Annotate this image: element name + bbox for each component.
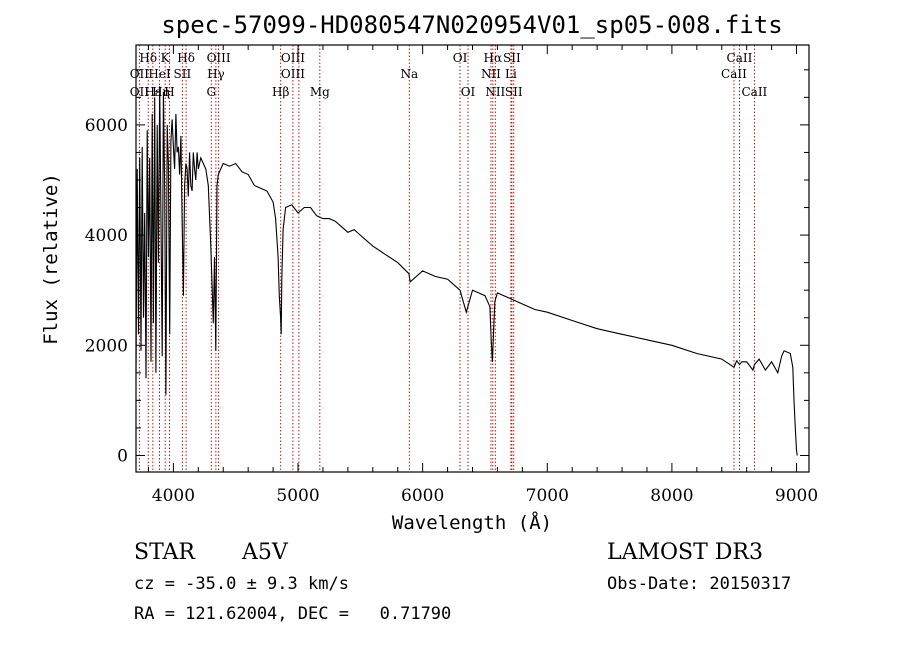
marker-label: CaII — [741, 85, 767, 99]
redshift-velocity: cz = -35.0 ± 9.3 km/s — [134, 574, 349, 594]
spectral-subclass: A5V — [242, 540, 288, 565]
marker-label: Hη — [152, 85, 170, 99]
marker-label: Hγ — [207, 67, 225, 81]
survey-name: LAMOST DR3 — [607, 540, 763, 565]
object-type: STAR — [134, 540, 195, 565]
y-tick-label: 2000 — [85, 336, 128, 356]
y-tick-label: 4000 — [85, 226, 128, 246]
marker-label: OII — [130, 85, 150, 99]
marker-label: CaII — [727, 51, 753, 65]
marker-label: HeI — [148, 67, 171, 81]
marker-label: OI — [453, 51, 468, 65]
x-tick-label: 7000 — [526, 486, 569, 506]
marker-label: OIII — [281, 67, 305, 81]
spectral-line-markers — [138, 45, 755, 472]
marker-label: H — [164, 85, 174, 99]
marker-label: SII — [174, 67, 192, 81]
coordinates: RA = 121.62004, DEC = 0.71790 — [134, 604, 452, 624]
x-axis-ticks: 4000 5000 6000 7000 8000 9000 — [147, 45, 818, 506]
marker-label: SII — [503, 51, 521, 65]
flux-series-line — [135, 86, 798, 456]
marker-label: Mg — [310, 85, 330, 99]
x-tick-label: 9000 — [775, 486, 818, 506]
x-tick-label: 4000 — [152, 486, 195, 506]
marker-label: OI — [461, 85, 476, 99]
marker-label: Hβ — [272, 85, 289, 99]
x-tick-label: 8000 — [650, 486, 693, 506]
marker-label: NII — [485, 85, 505, 99]
y-tick-label: 0 — [117, 446, 128, 466]
marker-label: CaII — [721, 67, 747, 81]
marker-label: OIII — [207, 51, 231, 65]
y-tick-label: 6000 — [85, 116, 128, 136]
observation-date: Obs-Date: 20150317 — [607, 574, 792, 594]
marker-label: Hδ — [177, 51, 195, 65]
marker-label: OII — [130, 67, 150, 81]
x-axis-label: Wavelength (Å) — [392, 511, 552, 534]
marker-label: Hδ — [139, 51, 157, 65]
x-tick-label: 5000 — [276, 486, 319, 506]
marker-label: G — [206, 85, 216, 99]
y-axis-ticks: 0 2000 4000 6000 — [85, 69, 809, 466]
y-axis-label: Flux (relative) — [40, 173, 62, 345]
chart-title: spec-57099-HD080547N020954V01_sp05-008.f… — [161, 11, 782, 39]
marker-label: SII — [505, 85, 523, 99]
marker-label: Na — [400, 67, 418, 81]
x-tick-label: 6000 — [401, 486, 444, 506]
marker-label: NII — [481, 67, 501, 81]
marker-label: Hα — [484, 51, 503, 65]
marker-label: Hε — [144, 85, 161, 99]
marker-label: K — [161, 51, 171, 65]
marker-label: Li — [505, 67, 517, 81]
plot-frame — [135, 44, 810, 473]
marker-label: OIII — [281, 51, 305, 65]
